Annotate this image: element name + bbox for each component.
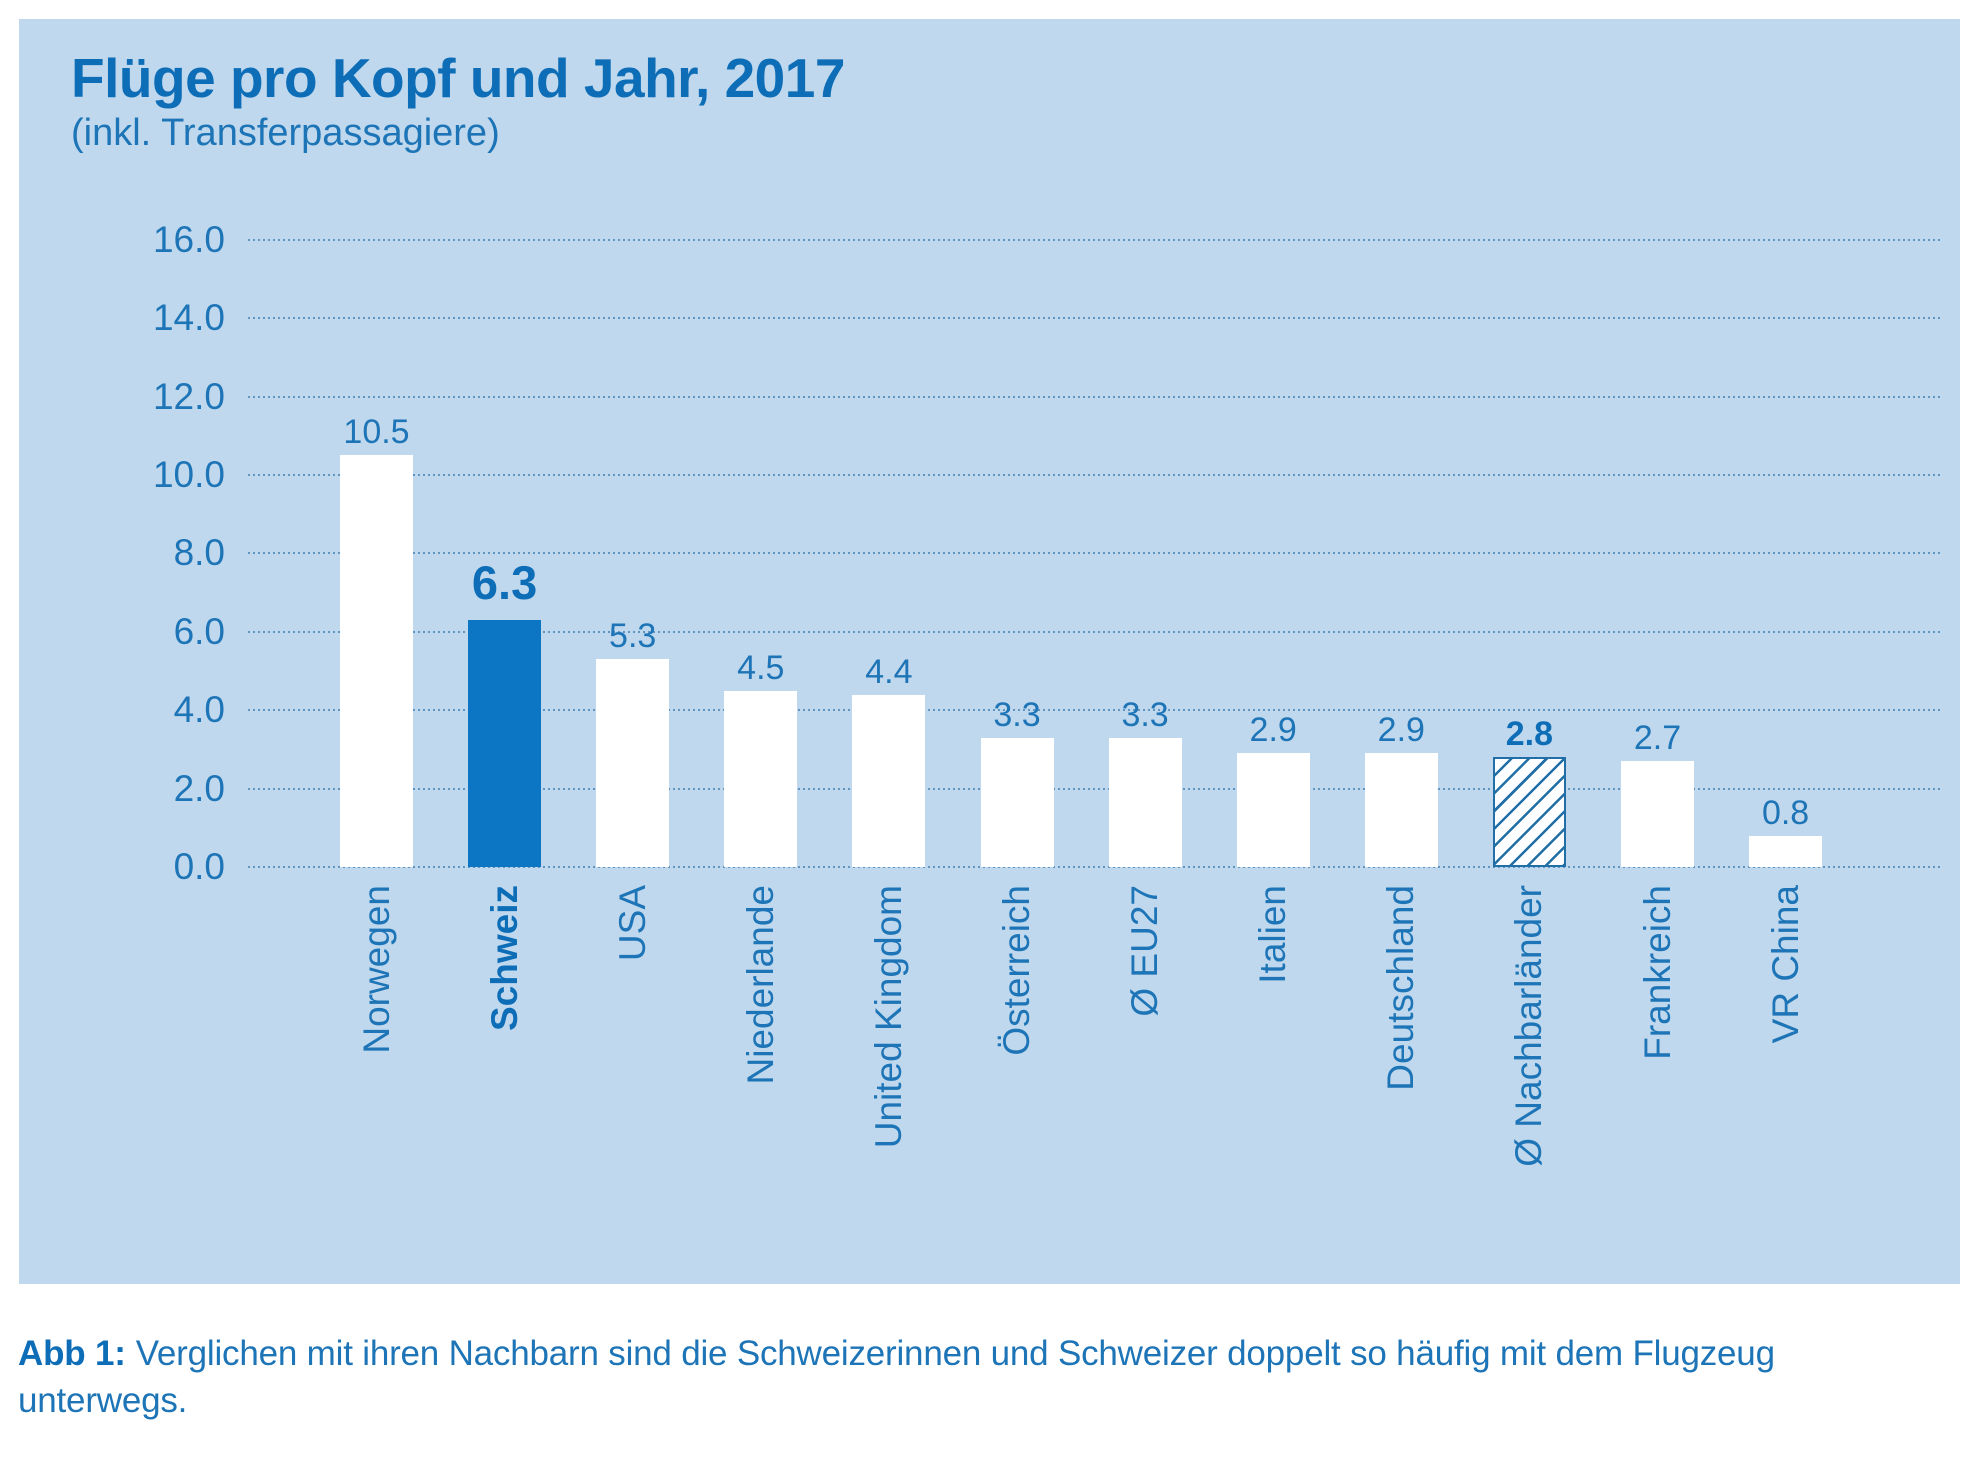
y-axis-tick-label: 16.0 [152, 218, 225, 260]
gridline-14.0 [248, 317, 1943, 320]
bar-value-schweiz: 6.3 [471, 556, 538, 610]
bar-niederlande [724, 690, 798, 867]
bar-value-usa: 5.3 [609, 617, 657, 656]
gridline-0.0 [248, 866, 1943, 868]
chart-subtitle: (inkl. Transferpassagiere) [71, 112, 500, 154]
bar-norwegen [340, 455, 413, 867]
y-axis-tick-label: 0.0 [173, 846, 225, 887]
x-axis-label-text: Deutschland [1380, 885, 1422, 1091]
x-axis-label-text: Ø Nachbarländer [1508, 885, 1550, 1167]
x-axis-label-text: Schweiz [483, 885, 525, 1031]
bar-vr-china [1749, 835, 1823, 867]
x-axis-label-italien: Italien [1252, 885, 1351, 984]
y-axis-tick-label: 4.0 [173, 689, 225, 731]
x-axis-label-vr-china: VR China [1765, 885, 1923, 1043]
x-axis-label-text: USA [611, 885, 653, 962]
bar-value-frankreich: 2.7 [1633, 719, 1682, 758]
chart-title: Flüge pro Kopf und Jahr, 2017 [71, 47, 845, 109]
bar-value-niederlande: 4.5 [737, 648, 785, 687]
y-axis-tick-label: 8.0 [173, 532, 225, 574]
x-axis-label-text: Italien [1252, 885, 1294, 984]
bar-value-united-kingdom: 4.4 [865, 652, 913, 691]
bar-value-oesterreich: 3.3 [993, 695, 1041, 734]
x-axis-label-text: VR China [1764, 885, 1806, 1044]
x-axis-label-text: Ø EU27 [1124, 885, 1166, 1017]
x-axis-label-eu27-durchschnitt: Ø EU27 [1124, 885, 1256, 1017]
x-axis-label-schweiz: Schweiz [484, 885, 630, 1031]
y-axis-tick-label: 2.0 [173, 767, 225, 809]
gridline-10.0 [248, 474, 1943, 476]
gridline-4.0 [248, 709, 1943, 712]
bar-nachbarlaender-durchschnitt [1492, 757, 1566, 867]
bar-eu27-durchschnitt [1108, 737, 1182, 867]
bar-italien [1236, 753, 1310, 867]
bar-schweiz [468, 620, 542, 867]
bar-united-kingdom [852, 694, 926, 867]
bar-value-nachbarlaender-durchschnitt: 2.8 [1505, 715, 1554, 754]
gridline-16.0 [248, 238, 1943, 241]
gridline-8.0 [248, 552, 1943, 555]
bar-oesterreich [980, 737, 1054, 867]
bar-deutschland [1364, 753, 1438, 867]
gridline-12.0 [248, 395, 1943, 398]
bar-frankreich [1621, 761, 1694, 867]
gridline-6.0 [248, 630, 1943, 633]
caption-text: Verglichen mit ihren Nachbarn sind die S… [18, 1334, 1775, 1420]
bar-value-italien: 2.9 [1249, 711, 1297, 750]
y-axis-tick-label: 14.0 [152, 297, 225, 339]
bar-value-eu27-durchschnitt: 3.3 [1121, 695, 1169, 734]
y-axis-tick-label: 12.0 [152, 375, 225, 417]
bar-value-vr-china: 0.8 [1761, 793, 1810, 832]
bar-value-deutschland: 2.9 [1377, 711, 1425, 750]
x-axis-label-text: Niederlande [739, 885, 781, 1085]
y-axis-tick-label: 6.0 [173, 610, 225, 652]
figure-caption: Abb 1: Verglichen mit ihren Nachbarn sind… [18, 1330, 1778, 1424]
bar-value-norwegen: 10.5 [343, 413, 410, 452]
caption-label: Abb 1: [18, 1334, 126, 1373]
x-axis-label-text: United Kingdom [867, 885, 909, 1149]
x-axis-label-text: Frankreich [1636, 885, 1678, 1060]
x-axis-label-text: Österreich [996, 885, 1037, 1056]
x-axis-label-text: Norwegen [355, 885, 397, 1054]
x-axis-label-usa: USA [612, 885, 688, 961]
bar-usa [596, 659, 670, 867]
y-axis-tick-label: 10.0 [152, 454, 225, 495]
gridline-2.0 [248, 787, 1943, 790]
